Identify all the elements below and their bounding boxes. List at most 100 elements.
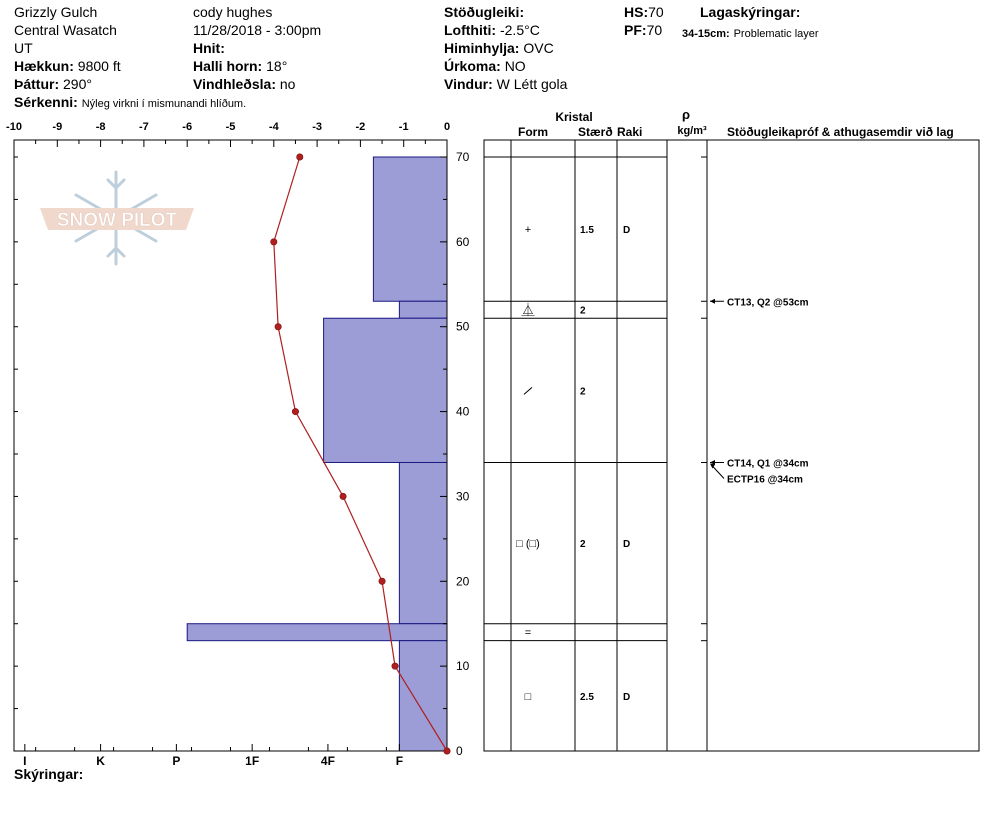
- depth-tick-label: 20: [456, 574, 470, 588]
- temperature-point: [296, 153, 304, 161]
- aspect-row: Þáttur: 290°: [14, 76, 92, 92]
- density-symbol: ρ: [682, 107, 690, 122]
- remarks-value: Nýleg virkni í mismunandi hlíðum.: [81, 98, 247, 110]
- aspect-label: Þáttur:: [14, 76, 60, 92]
- pf-label: PF:: [624, 22, 647, 38]
- slope-value: 18°: [266, 58, 288, 74]
- sky-row: Himinhylja: OVC: [444, 40, 554, 56]
- test-label: CT14, Q1 @34cm: [727, 458, 809, 469]
- crystal-form-icon: [523, 386, 533, 395]
- temp-tick-label: -3: [312, 121, 322, 133]
- temperature-point: [291, 408, 299, 416]
- hardness-tick-label: K: [96, 754, 105, 768]
- air-temp-label: Lofthiti:: [444, 22, 497, 38]
- crystal-size: 2.5: [580, 692, 594, 703]
- temp-tick-label: -9: [52, 121, 62, 133]
- density-unit: kg/m³: [677, 125, 707, 137]
- depth-tick-label: 30: [456, 489, 470, 503]
- layer-note: 34-15cm: Problematic layer: [682, 24, 819, 42]
- table-frame: [483, 139, 980, 752]
- temp-tick-label: 0: [444, 121, 450, 133]
- size-header: Stærð: [578, 125, 613, 139]
- snowpilot-logo: SNOW PILOT: [40, 170, 194, 266]
- layer-table: Kristal Form Stærð Raki ρ kg/m³ Stöðugle…: [483, 107, 980, 752]
- legend-label: Skýringar:: [14, 766, 84, 782]
- hardness-bar: [398, 461, 448, 625]
- hardness-tick-label: I: [23, 754, 26, 768]
- hs-row: HS:70: [624, 4, 664, 20]
- temperature-profile: [270, 153, 451, 755]
- temp-tick-label: -10: [6, 121, 22, 133]
- wind-load-row: Vindhleðsla: no: [193, 76, 295, 92]
- depth-tick-label: 0: [456, 744, 463, 758]
- crystal-size: 2: [580, 539, 586, 550]
- sky-value: OVC: [523, 40, 554, 56]
- surface-hoar-icon: ⏅: [521, 303, 534, 318]
- location: Grizzly Gulch: [14, 4, 98, 20]
- logo-text: SNOW PILOT: [57, 210, 178, 231]
- observer: cody hughes: [193, 4, 273, 20]
- hardness-bars: [186, 156, 448, 752]
- air-temp-row: Lofthiti: -2.5°C: [444, 22, 540, 38]
- temp-tick-label: -8: [96, 121, 106, 133]
- test-label: CT13, Q2 @53cm: [727, 297, 809, 308]
- crystal-form-icon: □ (□): [516, 538, 540, 550]
- temp-tick-label: -2: [356, 121, 366, 133]
- temp-tick-label: -7: [139, 121, 149, 133]
- depth-tick-label: 40: [456, 405, 470, 419]
- temperature-point: [391, 662, 399, 670]
- crystal-moisture: D: [623, 225, 630, 236]
- precip-label: Úrkoma:: [444, 58, 501, 74]
- temperature-point: [378, 577, 386, 585]
- crystal-form-icon: +: [525, 224, 531, 236]
- test-arrowhead-icon: [710, 463, 715, 469]
- temperature-point: [443, 747, 451, 755]
- slope-label: Halli horn:: [193, 58, 263, 74]
- slope-row: Halli horn: 18°: [193, 58, 287, 74]
- crystal-header: Kristal: [555, 110, 592, 124]
- wind-load-label: Vindhleðsla:: [193, 76, 276, 92]
- crystal-moisture: D: [623, 539, 630, 550]
- test-arrowhead-icon: [710, 459, 715, 465]
- crystal-form-icon: □: [525, 691, 532, 703]
- depth-tick-label: 60: [456, 235, 470, 249]
- layer-note-depth: 34-15cm:: [682, 28, 730, 40]
- tests-header: Stöðugleikapróf & athugasemdir við lag: [727, 125, 954, 139]
- air-temp-value: -2.5°C: [499, 22, 540, 38]
- precip-row: Úrkoma: NO: [444, 58, 526, 74]
- range: Central Wasatch: [14, 22, 117, 38]
- pf-row: PF:70: [624, 22, 662, 38]
- remarks-label: Sérkenni:: [14, 94, 78, 110]
- layer-notes-label: Lagaskýringar:: [700, 4, 801, 20]
- wind-value: W Létt gola: [496, 76, 568, 92]
- temperature-line: [273, 156, 448, 752]
- remarks-row: Sérkenni: Nýleg virkni í mismunandi hlíð…: [14, 94, 246, 112]
- hardness-tick-label: P: [172, 754, 180, 768]
- precip-value: NO: [504, 58, 526, 74]
- form-header: Form: [518, 125, 548, 139]
- crystal-form-icon: =: [525, 627, 531, 639]
- temperature-point: [270, 238, 278, 246]
- hardness-bar: [323, 317, 448, 463]
- crystal-size: 2: [580, 306, 586, 317]
- hardness-tick-label: 1F: [245, 754, 259, 768]
- hs-label: HS:: [624, 4, 649, 20]
- crystal-size: 1.5: [580, 225, 594, 236]
- depth-tick-label: 70: [456, 150, 470, 164]
- stability-label: Stöðugleiki:: [444, 4, 525, 20]
- wind-load-value: no: [279, 76, 296, 92]
- hardness-tick-label: F: [396, 754, 403, 768]
- temp-tick-label: -6: [182, 121, 192, 133]
- layer-note-text: Problematic layer: [733, 28, 819, 40]
- hardness-tick-label: 4F: [321, 754, 335, 768]
- temp-tick-label: -5: [226, 121, 236, 133]
- test-arrowhead-icon: [710, 298, 715, 304]
- wind-row: Vindur: W Létt gola: [444, 76, 567, 92]
- hardness-bar: [398, 300, 448, 319]
- crystal-size: 2: [580, 386, 586, 397]
- temperature-point: [274, 323, 282, 331]
- crystal-moisture: D: [623, 692, 630, 703]
- pf-value: 70: [646, 22, 663, 38]
- elevation-value: 9800 ft: [77, 58, 121, 74]
